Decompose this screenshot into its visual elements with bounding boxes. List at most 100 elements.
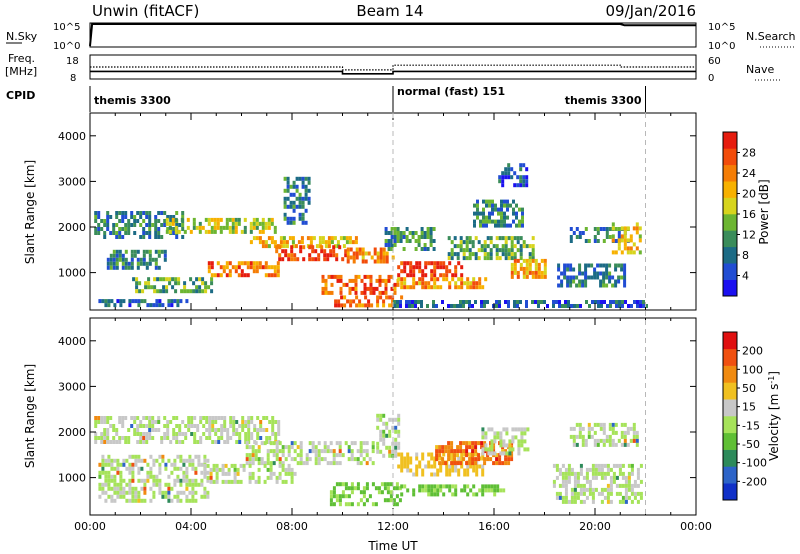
heat-cell <box>192 217 196 222</box>
heat-cell <box>292 204 296 209</box>
heat-cell <box>558 495 562 500</box>
heat-cell <box>415 452 419 457</box>
heat-cell <box>465 441 469 446</box>
heat-cell <box>632 434 636 439</box>
heat-cell <box>457 285 461 290</box>
heat-cell <box>513 304 516 308</box>
heat-cell <box>490 447 494 452</box>
heat-cell <box>394 429 398 434</box>
heat-cell <box>365 461 369 466</box>
heat-cell <box>512 219 515 224</box>
heat-cell <box>436 265 440 270</box>
heat-cell <box>579 491 583 496</box>
heat-cell <box>415 472 419 477</box>
heat-cell <box>608 434 612 439</box>
heat-cell <box>145 432 149 436</box>
heat-cell <box>176 490 180 495</box>
heat-cell <box>466 468 470 473</box>
heat-cell <box>608 227 612 231</box>
heat-cell <box>456 445 460 450</box>
heat-cell <box>605 267 609 272</box>
heat-cell <box>190 424 194 428</box>
heat-cell <box>238 440 242 444</box>
heat-cell <box>321 286 325 291</box>
velocity-colorbar-label: Velocity [m s-1] <box>767 371 781 461</box>
heat-cell <box>382 259 386 264</box>
heat-cell <box>471 445 475 450</box>
heat-cell <box>435 457 439 462</box>
heat-cell <box>600 499 604 504</box>
heat-cell <box>460 464 464 469</box>
heat-cell <box>109 265 113 270</box>
heat-cell <box>347 457 351 462</box>
heat-cell <box>391 441 395 446</box>
heat-cell <box>189 289 193 294</box>
heat-cell <box>635 222 639 227</box>
heat-cell <box>564 491 568 496</box>
heat-cell <box>593 227 597 231</box>
power-colorbar-swatch-6 <box>723 181 737 198</box>
heat-cell <box>379 413 383 418</box>
heat-cell <box>397 433 401 438</box>
heat-cell <box>133 253 137 258</box>
heat-cell <box>600 471 604 476</box>
heat-cell <box>382 433 386 438</box>
heat-cell <box>555 300 558 304</box>
heat-cell <box>423 243 427 247</box>
heat-cell <box>198 289 202 294</box>
heat-cell <box>492 449 496 454</box>
power-colorbar-tick-4: 20 <box>742 188 756 201</box>
heat-cell <box>354 278 358 283</box>
heat-cell <box>468 300 471 304</box>
heat-cell <box>344 482 348 487</box>
heat-cell <box>418 261 422 266</box>
heat-cell <box>582 475 586 480</box>
heat-cell <box>501 248 505 253</box>
heat-cell <box>167 490 171 495</box>
heat-cell <box>234 265 238 270</box>
heat-cell <box>240 273 244 278</box>
heat-cell <box>490 427 494 432</box>
heat-cell <box>418 464 422 469</box>
heat-cell <box>273 265 277 270</box>
heat-cell <box>591 463 595 468</box>
heat-cell <box>249 240 253 245</box>
ytick-label-1: 2000 <box>58 221 86 234</box>
heat-cell <box>220 436 224 440</box>
heat-cell <box>162 277 166 282</box>
heat-cell <box>359 453 363 458</box>
heat-cell <box>365 441 369 446</box>
heat-cell <box>333 244 337 249</box>
heat-cell <box>151 223 155 227</box>
heat-cell <box>439 468 443 473</box>
heat-cell <box>639 463 643 468</box>
heat-cell <box>475 468 479 473</box>
heat-cell <box>510 256 514 261</box>
heat-cell <box>561 304 564 308</box>
heat-cell <box>512 211 515 216</box>
heat-cell <box>177 281 181 286</box>
heat-cell <box>221 471 225 476</box>
heat-cell <box>191 490 195 495</box>
heat-cell <box>320 449 324 454</box>
heat-cell <box>430 285 434 290</box>
heat-cell <box>403 460 407 465</box>
heat-cell <box>94 436 98 440</box>
heat-cell <box>420 231 424 235</box>
heat-cell <box>160 436 164 440</box>
heat-cell <box>133 249 137 254</box>
heat-cell <box>278 253 282 258</box>
heat-cell <box>438 445 442 450</box>
heat-cell <box>482 207 485 212</box>
heat-cell <box>525 304 528 308</box>
heat-cell <box>478 281 482 286</box>
heat-cell <box>642 300 645 304</box>
heat-cell <box>121 424 125 428</box>
heat-cell <box>203 474 207 479</box>
heat-cell <box>481 456 485 461</box>
heat-cell <box>193 436 197 440</box>
heat-cell <box>421 472 425 477</box>
heat-cell <box>144 281 148 286</box>
heat-cell <box>112 440 116 444</box>
heat-cell <box>523 431 527 436</box>
